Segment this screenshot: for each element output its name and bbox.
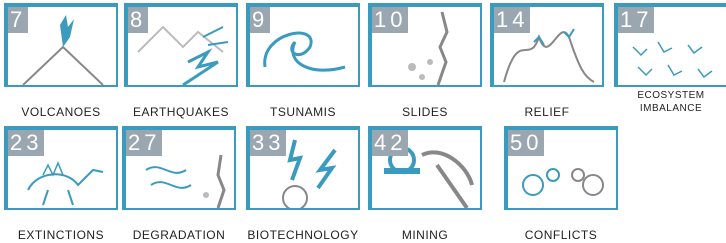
tile-number: 10 [372,7,408,33]
tile-number: 8 [128,7,148,33]
tile-number: 7 [8,7,28,33]
icon-tile: 33 [246,126,360,210]
icon-tile: 10 [368,3,482,87]
icon-tile: 50 [504,126,618,210]
tile-number: 33 [250,130,286,156]
tile-label: TSUNAMIS [238,105,368,119]
tile-number: 17 [618,7,654,33]
tile-number: 42 [372,130,408,156]
tile-label: EARTHQUAKES [116,105,246,119]
tile-number: 9 [250,7,270,33]
tile-label: VOLCANOES [0,105,126,119]
page: 7 VOLCANOES 8 EARTHQUAKES 9 TSUNAMIS 10 SLIDES 1… [0,0,726,243]
tile-label: DEGRADATION [114,228,244,242]
tile-number: 27 [126,130,162,156]
tile-number: 50 [508,130,544,156]
tile-number: 23 [8,130,44,156]
icon-tile: 27 [122,126,236,210]
tile-label: SLIDES [360,105,490,119]
tile-label: ECOSYSTEM IMBALANCE [621,89,721,115]
tile-label: MINING [360,228,490,242]
tile-label: BIOTECHNOLOGY [238,228,368,242]
tile-label: CONFLICTS [496,228,626,242]
tile-label: EXTINCTIONS [0,228,126,242]
icon-tile: 9 [246,3,360,87]
icon-tile: 23 [4,126,118,210]
tile-label: RELIEF [482,105,612,119]
icon-tile: 17 [614,3,726,87]
icon-tile: 7 [4,3,118,87]
icon-tile: 8 [124,3,238,87]
tile-number: 14 [494,7,530,33]
icon-tile: 14 [490,3,604,87]
icon-tile: 42 [368,126,482,210]
